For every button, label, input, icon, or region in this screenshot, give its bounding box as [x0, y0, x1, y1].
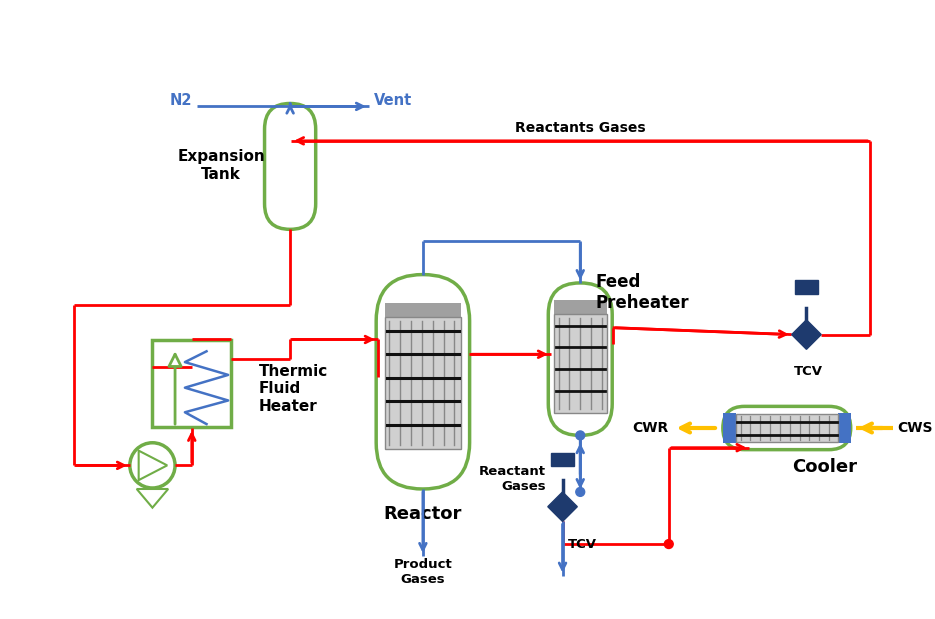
Text: Reactants Gases: Reactants Gases: [515, 121, 645, 135]
Text: Reactor: Reactor: [383, 504, 462, 522]
Bar: [384, 303, 461, 317]
Text: CWR: CWR: [632, 421, 669, 435]
FancyBboxPatch shape: [376, 275, 469, 489]
Polygon shape: [792, 320, 821, 349]
Text: TCV: TCV: [794, 365, 823, 378]
Polygon shape: [137, 489, 168, 508]
Circle shape: [665, 540, 673, 548]
Text: Thermic
Fluid
Heater: Thermic Fluid Heater: [259, 364, 328, 413]
Bar: [723, 413, 736, 443]
Bar: [838, 413, 851, 443]
Text: Cooler: Cooler: [792, 458, 856, 477]
Bar: [384, 317, 461, 449]
Polygon shape: [138, 451, 167, 480]
Circle shape: [576, 488, 584, 496]
Text: TCV: TCV: [568, 537, 597, 550]
FancyBboxPatch shape: [548, 283, 612, 435]
Bar: [795, 280, 818, 294]
Text: Reactant
Gases: Reactant Gases: [479, 465, 546, 493]
FancyBboxPatch shape: [723, 406, 851, 449]
Circle shape: [130, 443, 175, 488]
Text: Product
Gases: Product Gases: [394, 558, 453, 586]
Text: Feed
Preheater: Feed Preheater: [595, 273, 688, 312]
Text: Expansion
Tank: Expansion Tank: [178, 149, 266, 181]
FancyBboxPatch shape: [265, 103, 316, 230]
Circle shape: [576, 431, 584, 440]
Polygon shape: [548, 492, 577, 521]
Text: N2: N2: [169, 93, 192, 108]
Bar: [152, 340, 231, 427]
Bar: [554, 314, 607, 413]
Bar: [736, 414, 838, 442]
Text: CWS: CWS: [897, 421, 932, 435]
Text: Vent: Vent: [374, 93, 412, 108]
Bar: [551, 452, 574, 466]
Bar: [554, 300, 607, 314]
